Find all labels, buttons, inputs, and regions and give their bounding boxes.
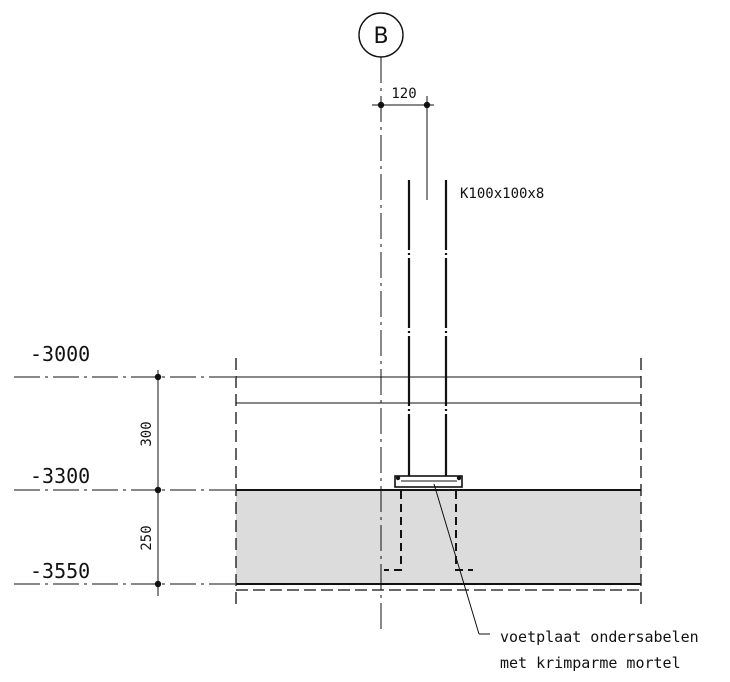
base-plate [394, 475, 463, 488]
profile-label: K100x100x8 [460, 186, 544, 202]
grid-label: B [373, 24, 388, 49]
level-label-3300: -3300 [30, 464, 90, 488]
dimension-300-label: 300 [139, 421, 155, 446]
steel-column: K100x100x8 [407, 180, 544, 476]
dimension-top-label: 120 [391, 86, 416, 102]
level-lines [14, 376, 641, 591]
section-boundaries [235, 358, 642, 604]
note-line-2: met krimparme mortel [500, 654, 681, 672]
dimension-250-label: 250 [139, 525, 155, 550]
anchor-bars [384, 491, 473, 571]
dimension-top: 120 [372, 86, 434, 200]
level-label-3550: -3550 [30, 559, 90, 583]
grid-axis: B [358, 12, 404, 630]
concrete-slab [236, 490, 641, 584]
note-leader [433, 483, 490, 635]
dimension-vertical: 300 250 [139, 370, 162, 596]
note-line-1: voetplaat ondersabelen [500, 628, 699, 646]
level-label-3000: -3000 [30, 342, 90, 366]
